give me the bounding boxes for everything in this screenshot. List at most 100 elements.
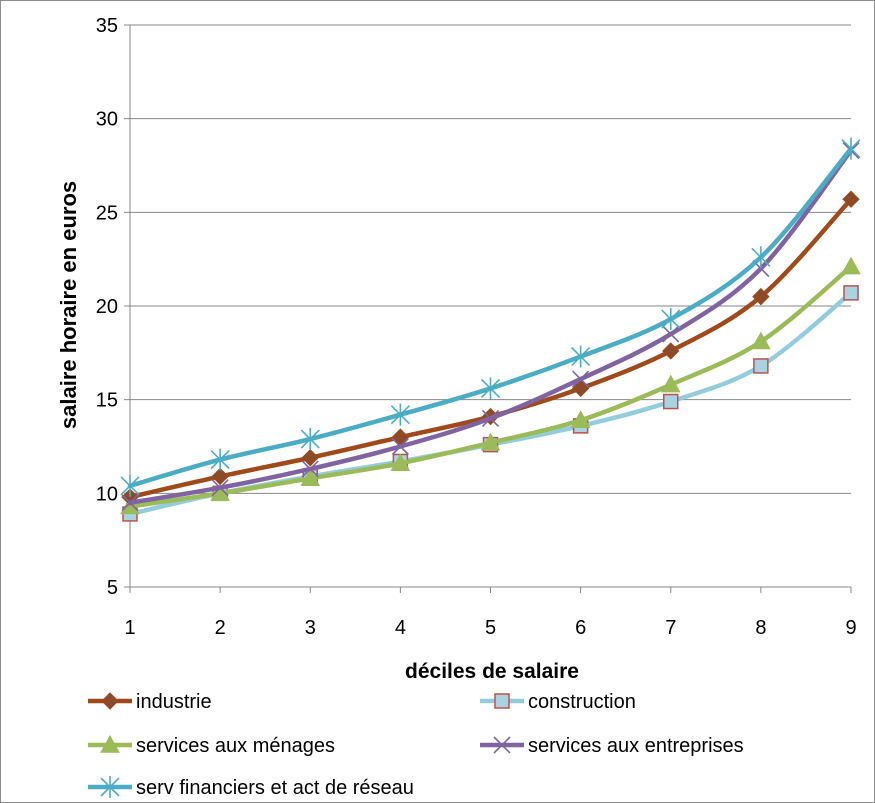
data-point-industrie xyxy=(211,467,229,486)
legend-entry-industrie: industrie xyxy=(88,691,212,713)
series-line-industrie xyxy=(127,196,854,500)
data-point-services-aux-menages xyxy=(660,374,681,393)
series-line-serv-financiers-et-act-de-reseau xyxy=(127,146,854,489)
legend-marker xyxy=(100,776,120,798)
x-tick-label: 4 xyxy=(395,617,406,639)
data-point-services-aux-entreprises xyxy=(211,479,229,497)
x-tick-label: 2 xyxy=(215,617,226,639)
gridlines xyxy=(130,24,851,494)
data-point-services-aux-menages xyxy=(570,410,591,428)
data-point-services-aux-entreprises xyxy=(301,460,319,478)
data-point-services-aux-entreprises xyxy=(481,409,500,427)
square-marker-shape xyxy=(753,358,769,374)
data-point-construction xyxy=(843,285,859,301)
legend-marker xyxy=(494,693,510,709)
data-point-industrie xyxy=(752,287,770,306)
x-tick-label: 8 xyxy=(755,617,766,639)
diamond-marker-shape xyxy=(301,449,319,467)
diamond-marker-shape xyxy=(571,379,590,398)
data-point-serv-financiers-et-act-de-reseau xyxy=(120,474,140,497)
x-tick-label: 9 xyxy=(845,617,856,639)
data-point-construction xyxy=(663,393,679,410)
triangle-marker-shape xyxy=(660,374,681,393)
legend-entry-services-aux-entreprises: services aux entreprises xyxy=(480,735,744,757)
x-marker-stroke xyxy=(493,736,511,754)
legend-entry-services-aux-menages: services aux ménages xyxy=(88,734,335,757)
data-point-serv-financiers-et-act-de-reseau xyxy=(571,345,591,368)
diamond-marker-shape xyxy=(211,467,229,486)
data-point-services-aux-entreprises xyxy=(391,437,409,456)
triangle-marker-shape xyxy=(300,468,321,487)
series-serv-financiers-et-act-de-reseau xyxy=(120,137,861,497)
x-marker-stroke xyxy=(662,325,680,343)
data-point-serv-financiers-et-act-de-reseau xyxy=(480,377,501,400)
series-services-aux-menages xyxy=(120,256,861,515)
series-line-construction xyxy=(127,290,854,517)
data-point-services-aux-menages xyxy=(390,453,411,472)
legend: industrie construction services aux ménage… xyxy=(88,691,744,799)
triangle-marker-shape xyxy=(841,256,861,275)
data-point-serv-financiers-et-act-de-reseau xyxy=(390,403,410,426)
data-point-services-aux-entreprises xyxy=(121,494,139,512)
data-point-services-aux-menages xyxy=(751,331,771,350)
y-tick-label: 35 xyxy=(96,15,118,37)
x-axis-title: déciles de salaire xyxy=(405,660,579,683)
triangle-marker-shape xyxy=(390,453,411,472)
triangle-marker-shape xyxy=(480,432,501,451)
x-tick-labels: 1 2 3 4 5 6 7 8 9 xyxy=(124,617,856,639)
data-point-industrie xyxy=(842,190,860,208)
data-point-industrie xyxy=(571,379,590,398)
diamond-marker-shape xyxy=(752,287,770,306)
x-tick-label: 7 xyxy=(665,617,676,639)
y-tick-label: 15 xyxy=(96,390,118,412)
data-point-serv-financiers-et-act-de-reseau xyxy=(841,137,861,160)
x-marker-stroke xyxy=(481,409,500,427)
legend-label: construction xyxy=(528,691,636,713)
x-marker-stroke xyxy=(211,479,229,497)
y-tick-label: 10 xyxy=(96,483,118,505)
y-tick-label: 30 xyxy=(96,109,118,131)
y-tick-label: 20 xyxy=(96,296,118,318)
x-tick-label: 6 xyxy=(575,617,586,639)
x-marker-stroke xyxy=(572,370,590,388)
triangle-marker-shape xyxy=(100,734,120,753)
square-marker-shape xyxy=(494,693,510,709)
data-point-serv-financiers-et-act-de-reseau xyxy=(210,448,230,471)
x-marker-stroke xyxy=(301,460,319,478)
triangle-marker-shape xyxy=(751,331,771,350)
y-axis-title: salaire horaire en euros xyxy=(56,181,81,429)
data-point-construction xyxy=(753,358,769,374)
legend-label: serv financiers et act de réseau xyxy=(136,777,414,799)
data-point-services-aux-menages xyxy=(841,256,861,275)
x-marker-stroke xyxy=(391,437,409,456)
series-services-aux-entreprises xyxy=(121,141,860,512)
data-point-services-aux-menages xyxy=(480,432,501,451)
data-point-industrie xyxy=(301,449,319,467)
y-tick-labels: 5 10 15 20 25 30 35 xyxy=(96,15,118,599)
square-marker-shape xyxy=(663,393,679,410)
series-group xyxy=(120,137,861,522)
data-point-industrie xyxy=(662,342,680,360)
diamond-marker-shape xyxy=(101,692,119,710)
data-point-services-aux-menages xyxy=(300,468,321,487)
square-marker-shape xyxy=(843,285,859,301)
legend-label: services aux ménages xyxy=(136,735,335,757)
legend-label: industrie xyxy=(136,691,212,713)
diamond-marker-shape xyxy=(662,342,680,360)
data-point-serv-financiers-et-act-de-reseau xyxy=(300,428,320,451)
legend-marker xyxy=(101,692,119,710)
legend-entry-serv-financiers-et-act-de-reseau: serv financiers et act de réseau xyxy=(88,776,414,799)
data-point-services-aux-entreprises xyxy=(662,325,680,343)
legend-entry-construction: construction xyxy=(480,691,636,713)
diamond-marker-shape xyxy=(842,190,860,208)
data-point-serv-financiers-et-act-de-reseau xyxy=(661,308,681,331)
x-tick-label: 5 xyxy=(485,617,496,639)
legend-marker xyxy=(100,734,120,753)
y-tick-label: 25 xyxy=(96,202,118,224)
x-tick-label: 1 xyxy=(124,617,135,639)
x-tick-label: 3 xyxy=(305,617,316,639)
legend-label: services aux entreprises xyxy=(528,735,744,757)
data-point-serv-financiers-et-act-de-reseau xyxy=(751,246,771,269)
y-tick-label: 5 xyxy=(107,577,118,599)
